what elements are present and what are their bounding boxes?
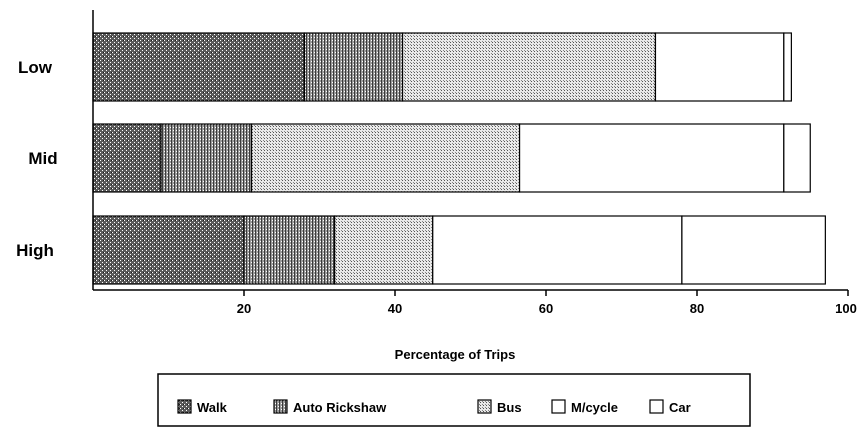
bar-mid-car (783, 123, 811, 193)
bar-high-m-cycle (432, 215, 683, 285)
x-tick-label-80: 80 (690, 301, 704, 316)
bar-high-walk (92, 215, 245, 285)
category-label-low: Low (18, 58, 53, 77)
x-tick-label-40: 40 (388, 301, 402, 316)
x-axis-title: Percentage of Trips (395, 347, 516, 362)
legend-label-m-cycle: M/cycle (571, 400, 618, 415)
category-label-mid: Mid (28, 149, 57, 168)
legend-swatch-auto-rickshaw (273, 399, 288, 414)
bar-mid-m-cycle (518, 123, 785, 193)
bar-mid-auto-rickshaw (160, 123, 253, 193)
legend-swatch-bus (477, 399, 492, 414)
legend: Walk Auto Rickshaw Bus M/cycle Car (157, 373, 751, 427)
bar-low-auto-rickshaw (303, 32, 404, 102)
legend-label-car: Car (669, 400, 691, 415)
legend-swatch-car (649, 399, 664, 414)
category-labels-layer: Low Mid High (16, 58, 58, 260)
legend-swatch-walk (177, 399, 192, 414)
x-ticks-layer: 20 40 60 80 100 (237, 290, 857, 316)
bars-layer (92, 32, 826, 285)
axes-layer (92, 10, 848, 291)
x-tick-label-100: 100 (835, 301, 857, 316)
category-label-high: High (16, 241, 54, 260)
x-tick-label-60: 60 (539, 301, 553, 316)
legend-label-auto-rickshaw: Auto Rickshaw (293, 400, 387, 415)
x-tick-label-20: 20 (237, 301, 251, 316)
legend-label-bus: Bus (497, 400, 522, 415)
bar-low-m-cycle (654, 32, 785, 102)
bar-mid-walk (92, 123, 162, 193)
bar-high-bus (334, 215, 434, 285)
bar-mid-bus (250, 123, 521, 193)
bar-high-auto-rickshaw (243, 215, 336, 285)
legend-swatch-m-cycle (551, 399, 566, 414)
bar-low-car (783, 32, 792, 102)
bar-low-bus (401, 32, 657, 102)
legend-label-walk: Walk (197, 400, 228, 415)
bar-low-walk (92, 32, 305, 102)
bar-high-car (681, 215, 826, 285)
